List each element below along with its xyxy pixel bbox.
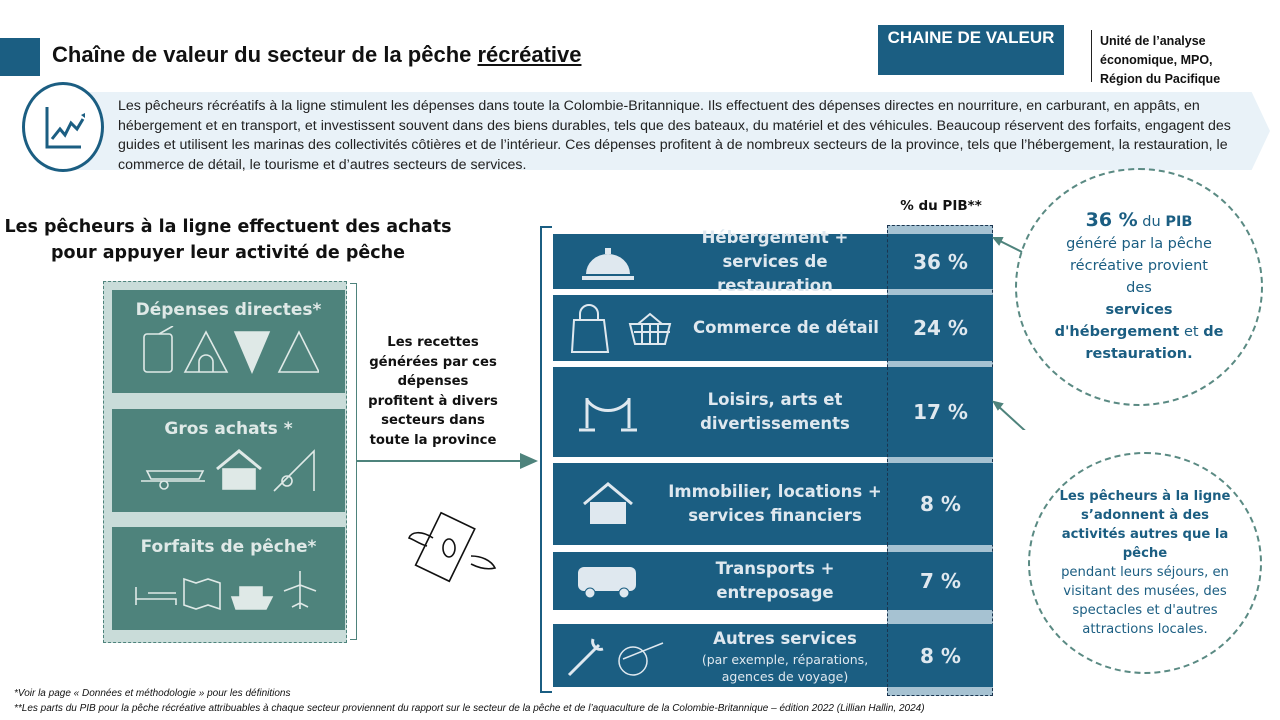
trend-chart-icon [22, 82, 104, 172]
sector-row: Commerce de détail 24 % [553, 295, 993, 361]
callout-text: généré par la pêche récréative provient … [1066, 236, 1212, 296]
ship-icon [230, 586, 273, 610]
arrow-head-icon [520, 453, 538, 469]
airplane-icon [283, 571, 316, 609]
category-direct-spending: Dépenses directes* [112, 290, 345, 393]
map-icon [182, 577, 221, 611]
title-text: Chaîne de valeur du secteur de la pêche [52, 42, 478, 67]
tent-icon [183, 330, 228, 373]
fishing-packages-icons [134, 571, 316, 611]
unit-line: Région du Pacifique [1100, 72, 1221, 86]
house-icon [553, 482, 663, 526]
sector-label-main: Autres services [713, 628, 857, 648]
unit-line: économique, MPO, [1100, 53, 1213, 67]
sector-pct: 36 % [887, 234, 993, 289]
sector-pct: 8 % [887, 624, 993, 687]
bus-icon [553, 563, 663, 599]
section-tag: CHAINE DE VALEUR [878, 25, 1064, 75]
sector-label: Autres services (par exemple, réparations… [683, 627, 887, 685]
wrench-travel-icon [553, 631, 683, 681]
stanchion-icon [553, 392, 663, 432]
sector-row: Transports + entreposage 7 % [553, 552, 993, 610]
title-underlined: récréative [477, 42, 582, 67]
footnote: *Voir la page « Données et méthodologie … [14, 688, 291, 699]
gdp-column-header: % du PIB** [900, 198, 982, 214]
sector-pct: 8 % [887, 463, 993, 545]
boat-trailer-icon [140, 470, 205, 490]
flying-money-icon [407, 511, 497, 583]
sector-label: Loisirs, arts et divertissements [700, 390, 850, 433]
sector-label: Transports + entreposage [715, 559, 835, 602]
intro-banner [45, 92, 1270, 170]
road-sign-icon [277, 330, 319, 373]
sector-pct: 24 % [887, 295, 993, 361]
category-fishing-packages: Forfaits de pêche* [112, 527, 345, 630]
bed-icon [134, 587, 177, 605]
fuel-can-icon [142, 326, 173, 373]
unit-label: Unité de l’analyse économique, MPO, Région… [1100, 32, 1220, 89]
sector-row: Immobilier, locations + services financi… [553, 463, 993, 545]
title-accent [0, 38, 40, 76]
shopping-icon [553, 302, 693, 354]
category-label: Dépenses directes* [135, 300, 322, 320]
left-heading: Les pêcheurs à la ligne effectuent des a… [4, 217, 452, 263]
category-label: Gros achats * [164, 419, 293, 439]
callout-text: pendant leurs séjours, en visitant des m… [1061, 565, 1229, 637]
sector-label: Immobilier, locations + services financi… [668, 482, 882, 525]
intro-text: Les pêcheurs récréatifs à la ligne stimu… [118, 98, 1231, 173]
callout-text: PIB [1165, 214, 1193, 230]
callout-stat: 36 % [1085, 209, 1138, 231]
callout-accommodation: 36 % du PIB généré par la pêche récréativ… [1015, 168, 1263, 406]
pizza-icon [233, 331, 270, 374]
bracket [540, 226, 552, 693]
category-label: Forfaits de pêche* [140, 537, 317, 557]
sector-row: Loisirs, arts et divertissements 17 % [553, 367, 993, 457]
sector-label-sub: (par exemple, réparations, agences de vo… [701, 651, 869, 684]
service-bell-icon [553, 242, 663, 282]
footnote: **Les parts du PIB pour la pêche récréat… [14, 703, 925, 714]
callout-text: du [1137, 214, 1166, 230]
fishing-rod-icon [272, 449, 315, 492]
callout-pointers [991, 237, 1026, 430]
callout-text: de restauration. [1085, 324, 1224, 362]
callout-text: services d'hébergement [1054, 302, 1180, 340]
sector-label: Commerce de détail [693, 318, 879, 337]
unit-line: Unité de l’analyse [1100, 34, 1206, 48]
sector-row: Autres services (par exemple, réparations… [553, 624, 993, 687]
big-purchases-icons [140, 449, 315, 492]
sector-pct: 7 % [887, 552, 993, 610]
sector-row: Hébergement + services de restauration 36… [553, 228, 993, 295]
flow-arrow [357, 460, 522, 462]
cabin-icon [215, 449, 262, 490]
bracket [350, 283, 357, 640]
callout-text: et [1179, 324, 1204, 340]
page-title: Chaîne de valeur du secteur de la pêche … [52, 42, 581, 68]
callout-activities: Les pêcheurs à la ligne s’adonnent à des… [1028, 452, 1262, 674]
category-big-purchases: Gros achats * [112, 409, 345, 512]
direct-spending-icons [142, 326, 319, 374]
sector-label: Hébergement + services de restauration [701, 227, 849, 295]
flow-caption: Les recettes générées par ces dépenses p… [368, 335, 498, 448]
callout-text: Les pêcheurs à la ligne s’adonnent à des… [1059, 489, 1231, 561]
sector-pct: 17 % [887, 367, 993, 457]
divider [1091, 30, 1092, 82]
